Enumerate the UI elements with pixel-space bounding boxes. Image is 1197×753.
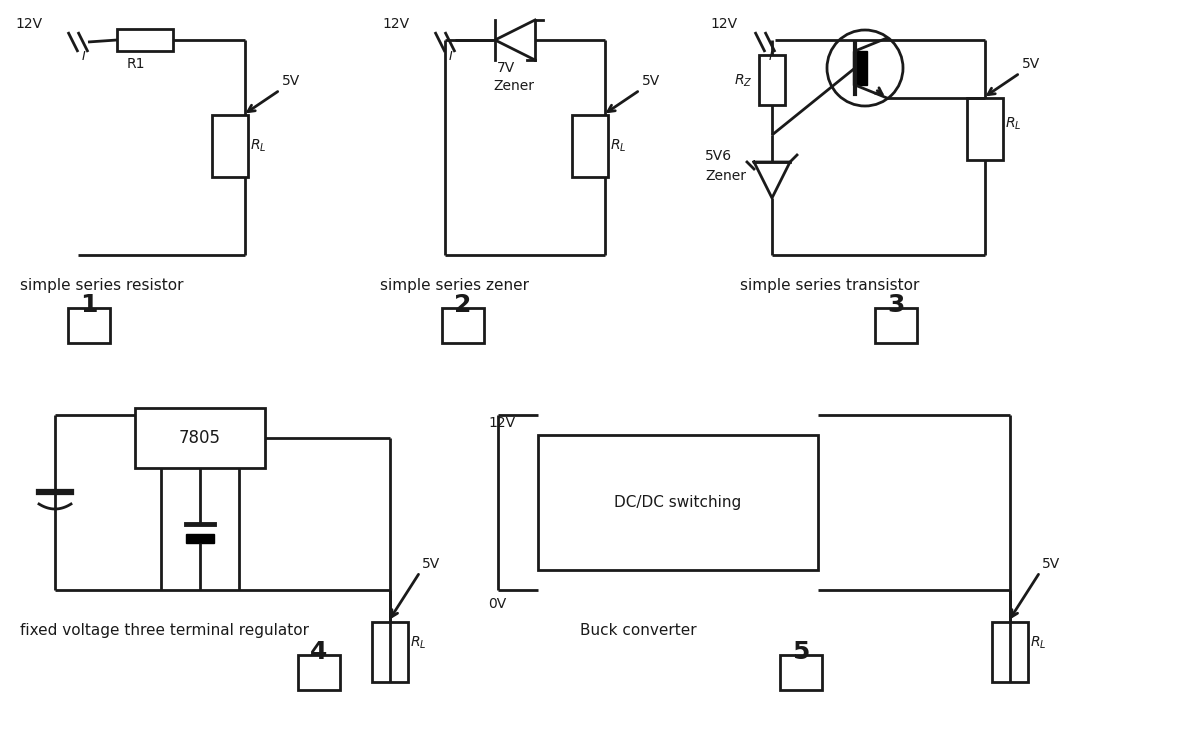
Text: 7805: 7805 — [180, 429, 221, 447]
Text: $R_L$: $R_L$ — [411, 635, 426, 651]
Text: I: I — [449, 50, 452, 63]
Text: fixed voltage three terminal regulator: fixed voltage three terminal regulator — [20, 623, 309, 638]
Bar — [853, 51, 867, 85]
Text: I: I — [768, 50, 773, 63]
Bar — [537, 435, 818, 570]
Text: DC/DC switching: DC/DC switching — [614, 495, 742, 510]
Text: 5V: 5V — [423, 557, 440, 571]
Text: 12V: 12V — [710, 17, 737, 31]
Bar — [135, 408, 265, 468]
Bar — [372, 622, 408, 682]
Text: 5V: 5V — [282, 74, 300, 88]
Text: 3: 3 — [887, 293, 905, 317]
Text: $R_L$: $R_L$ — [610, 138, 626, 154]
Text: $R_L$: $R_L$ — [1005, 116, 1021, 133]
Text: I: I — [83, 50, 86, 63]
Text: 12V: 12V — [382, 17, 409, 31]
Bar — [186, 534, 214, 543]
Text: 2: 2 — [455, 293, 472, 317]
Text: 7V: 7V — [497, 61, 515, 75]
Text: R1: R1 — [127, 57, 146, 71]
Text: 5V6: 5V6 — [705, 149, 733, 163]
Text: 5V: 5V — [642, 74, 661, 88]
Text: simple series resistor: simple series resistor — [20, 278, 183, 293]
Text: 5: 5 — [792, 640, 809, 664]
Bar — [967, 98, 1003, 160]
Text: 1: 1 — [80, 293, 98, 317]
Text: $R_L$: $R_L$ — [250, 138, 267, 154]
Bar — [212, 115, 248, 177]
Text: 5V: 5V — [1022, 57, 1040, 71]
Text: Zener: Zener — [493, 79, 534, 93]
Text: 12V: 12V — [488, 416, 515, 430]
Text: 12V: 12V — [16, 17, 42, 31]
Bar — [759, 55, 785, 105]
Bar — [992, 622, 1028, 682]
Bar — [117, 29, 174, 51]
Bar — [572, 115, 608, 177]
Text: 4: 4 — [310, 640, 328, 664]
Text: $R_L$: $R_L$ — [1029, 635, 1046, 651]
Text: Buck converter: Buck converter — [581, 623, 697, 638]
Text: $R_Z$: $R_Z$ — [734, 73, 753, 90]
Text: simple series transistor: simple series transistor — [740, 278, 919, 293]
Text: simple series zener: simple series zener — [379, 278, 529, 293]
Text: 0V: 0V — [488, 597, 506, 611]
Text: 5V: 5V — [1043, 557, 1061, 571]
Text: Zener: Zener — [705, 169, 746, 183]
